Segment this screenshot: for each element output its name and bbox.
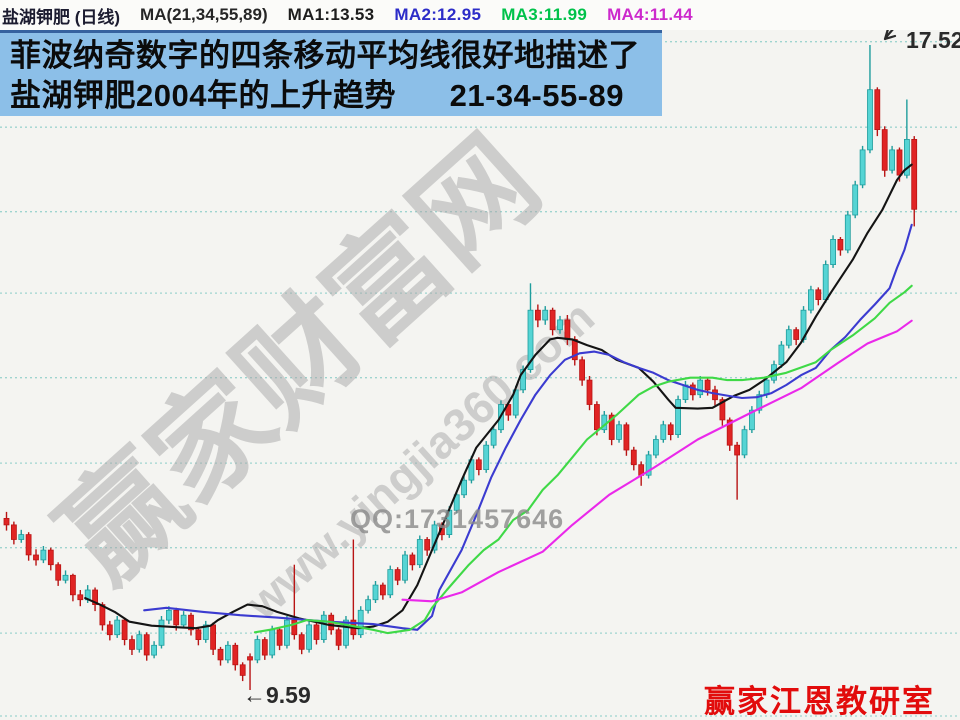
annotation-fib-numbers: 21-34-55-89 [449,78,624,113]
watermark-layer: 赢家财富网 www.yingjia360.com [37,114,604,630]
annotation-box: 菲波纳奇数字的四条移动平均线很好地描述了 盐湖钾肥2004年的上升趋势 21-3… [0,30,662,116]
annotation-line2: 盐湖钾肥2004年的上升趋势 21-34-55-89 [10,76,652,116]
ma-value-2: MA3:11.99 [501,5,588,24]
chart-header: 盐湖钾肥 (日线) MA(21,34,55,89) MA1:13.53 MA2:… [0,0,960,30]
ma-value-3: MA4:11.44 [607,5,693,24]
ma-settings-label: MA(21,34,55,89) [140,5,268,24]
symbol-title: 盐湖钾肥 (日线) [2,7,121,27]
ma-value-0: MA1:13.53 [287,5,375,24]
candles-layer [3,45,918,690]
watermark-qq: QQ:1731457646 [350,504,564,534]
moving-averages-layer [84,163,913,635]
overlay-layer: QQ:1731457646 17.52 ←9.59 [243,17,960,708]
annotation-line2-text: 盐湖钾肥2004年的上升趋势 [10,78,396,113]
ma-value-1: MA2:12.95 [394,5,482,24]
high-price-label: 17.52 [906,27,960,53]
studio-logo: 赢家江恩教研室 [704,684,935,719]
annotation-line1: 菲波纳奇数字的四条移动平均线很好地描述了 [10,38,640,73]
low-price-label: ←9.59 [243,682,311,708]
